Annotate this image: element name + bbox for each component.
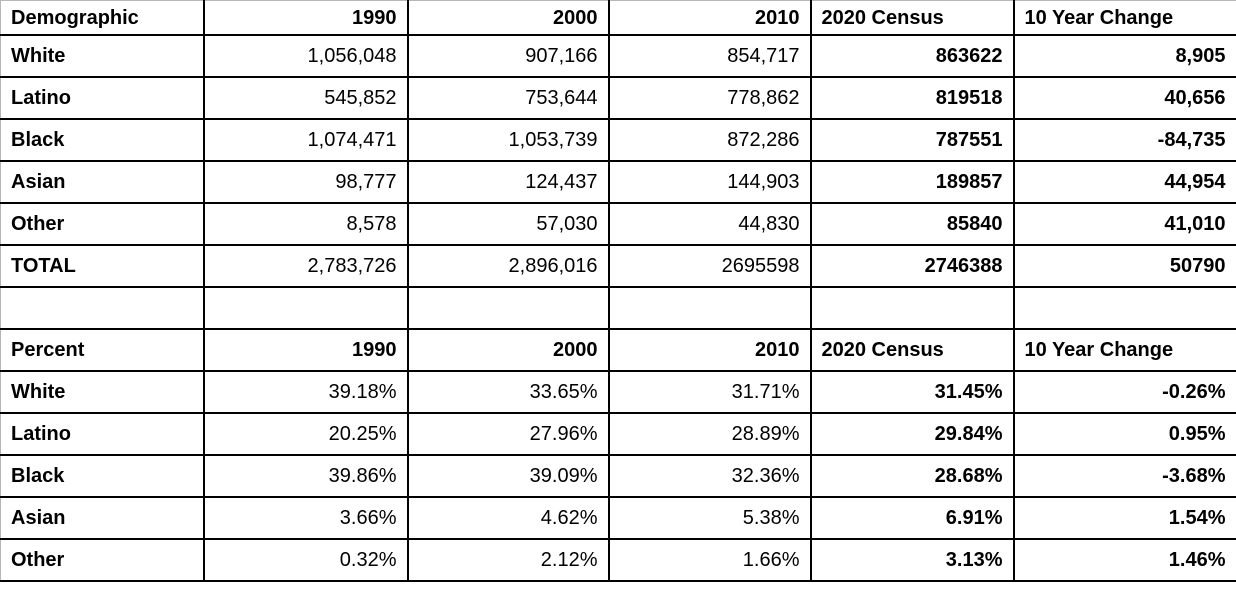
cell-2000[interactable]: 57,030	[406, 202, 610, 246]
counts-header-2010[interactable]: 2010	[607, 0, 812, 36]
cell-2000[interactable]: 124,437	[406, 160, 610, 204]
cell-2000[interactable]: 33.65%	[406, 370, 610, 414]
cell-1990[interactable]: 98,777	[202, 160, 409, 204]
cell-2010[interactable]: 5.38%	[607, 496, 812, 540]
cell-10-year-change[interactable]: 40,656	[1012, 76, 1236, 120]
row-label[interactable]: Latino	[0, 76, 205, 120]
cell-1990[interactable]: 39.18%	[202, 370, 409, 414]
percent-header-2000[interactable]: 2000	[406, 328, 610, 372]
percent-header-1990[interactable]: 1990	[202, 328, 409, 372]
counts-row-total: TOTAL 2,783,726 2,896,016 2695598 274638…	[0, 244, 1236, 288]
cell-2020-census[interactable]: 819518	[809, 76, 1015, 120]
empty-cell[interactable]	[0, 286, 205, 330]
cell-1990[interactable]: 20.25%	[202, 412, 409, 456]
percent-header-label[interactable]: Percent	[0, 328, 205, 372]
percent-row-latino: Latino 20.25% 27.96% 28.89% 29.84% 0.95%	[0, 412, 1236, 456]
row-label[interactable]: TOTAL	[0, 244, 205, 288]
cell-10-year-change[interactable]: 1.54%	[1012, 496, 1236, 540]
counts-header-row: Demographic 1990 2000 2010 2020 Census 1…	[0, 0, 1236, 36]
cell-10-year-change[interactable]: 0.95%	[1012, 412, 1236, 456]
counts-row-white: White 1,056,048 907,166 854,717 863622 8…	[0, 34, 1236, 78]
row-label[interactable]: Black	[0, 454, 205, 498]
cell-2020-census[interactable]: 29.84%	[809, 412, 1015, 456]
cell-2020-census[interactable]: 28.68%	[809, 454, 1015, 498]
cell-2010[interactable]: 854,717	[607, 34, 812, 78]
cell-2010[interactable]: 872,286	[607, 118, 812, 162]
cell-2010[interactable]: 144,903	[607, 160, 812, 204]
cell-1990[interactable]: 3.66%	[202, 496, 409, 540]
cell-2000[interactable]: 27.96%	[406, 412, 610, 456]
counts-row-latino: Latino 545,852 753,644 778,862 819518 40…	[0, 76, 1236, 120]
row-label[interactable]: Latino	[0, 412, 205, 456]
cell-2020-census[interactable]: 31.45%	[809, 370, 1015, 414]
cell-1990[interactable]: 545,852	[202, 76, 409, 120]
row-label[interactable]: Other	[0, 202, 205, 246]
percent-header-row: Percent 1990 2000 2010 2020 Census 10 Ye…	[0, 328, 1236, 372]
empty-cell[interactable]	[809, 286, 1015, 330]
cell-2020-census[interactable]: 85840	[809, 202, 1015, 246]
cell-10-year-change[interactable]: 1.46%	[1012, 538, 1236, 582]
percent-row-white: White 39.18% 33.65% 31.71% 31.45% -0.26%	[0, 370, 1236, 414]
cell-2020-census[interactable]: 863622	[809, 34, 1015, 78]
row-label[interactable]: Other	[0, 538, 205, 582]
cell-2010[interactable]: 2695598	[607, 244, 812, 288]
cell-2000[interactable]: 907,166	[406, 34, 610, 78]
cell-2010[interactable]: 32.36%	[607, 454, 812, 498]
cell-2000[interactable]: 753,644	[406, 76, 610, 120]
cell-1990[interactable]: 1,074,471	[202, 118, 409, 162]
row-label[interactable]: Asian	[0, 496, 205, 540]
cell-2020-census[interactable]: 189857	[809, 160, 1015, 204]
cell-1990[interactable]: 0.32%	[202, 538, 409, 582]
empty-cell[interactable]	[1012, 286, 1236, 330]
cell-10-year-change[interactable]: 8,905	[1012, 34, 1236, 78]
cell-10-year-change[interactable]: -3.68%	[1012, 454, 1236, 498]
counts-row-other: Other 8,578 57,030 44,830 85840 41,010	[0, 202, 1236, 246]
cell-2020-census[interactable]: 2746388	[809, 244, 1015, 288]
spacer-row	[0, 286, 1236, 330]
empty-cell[interactable]	[202, 286, 409, 330]
row-label[interactable]: White	[0, 34, 205, 78]
cell-10-year-change[interactable]: -84,735	[1012, 118, 1236, 162]
counts-header-1990[interactable]: 1990	[202, 0, 409, 36]
row-label[interactable]: White	[0, 370, 205, 414]
cell-2000[interactable]: 39.09%	[406, 454, 610, 498]
cell-2010[interactable]: 1.66%	[607, 538, 812, 582]
empty-cell[interactable]	[607, 286, 812, 330]
percent-header-2010[interactable]: 2010	[607, 328, 812, 372]
cell-2000[interactable]: 2,896,016	[406, 244, 610, 288]
percent-row-black: Black 39.86% 39.09% 32.36% 28.68% -3.68%	[0, 454, 1236, 498]
cell-1990[interactable]: 1,056,048	[202, 34, 409, 78]
cell-2010[interactable]: 778,862	[607, 76, 812, 120]
percent-header-10-year-change[interactable]: 10 Year Change	[1012, 328, 1236, 372]
cell-2000[interactable]: 1,053,739	[406, 118, 610, 162]
cell-2010[interactable]: 31.71%	[607, 370, 812, 414]
counts-header-2000[interactable]: 2000	[406, 0, 610, 36]
percent-header-2020-census[interactable]: 2020 Census	[809, 328, 1015, 372]
cell-2000[interactable]: 2.12%	[406, 538, 610, 582]
cell-10-year-change[interactable]: 50790	[1012, 244, 1236, 288]
cell-2010[interactable]: 28.89%	[607, 412, 812, 456]
cell-10-year-change[interactable]: -0.26%	[1012, 370, 1236, 414]
cell-10-year-change[interactable]: 44,954	[1012, 160, 1236, 204]
cell-10-year-change[interactable]: 41,010	[1012, 202, 1236, 246]
counts-header-10-year-change[interactable]: 10 Year Change	[1012, 0, 1236, 36]
counts-row-black: Black 1,074,471 1,053,739 872,286 787551…	[0, 118, 1236, 162]
cell-2020-census[interactable]: 6.91%	[809, 496, 1015, 540]
empty-cell[interactable]	[406, 286, 610, 330]
cell-1990[interactable]: 39.86%	[202, 454, 409, 498]
cell-2020-census[interactable]: 787551	[809, 118, 1015, 162]
row-label[interactable]: Asian	[0, 160, 205, 204]
row-label[interactable]: Black	[0, 118, 205, 162]
percent-row-asian: Asian 3.66% 4.62% 5.38% 6.91% 1.54%	[0, 496, 1236, 540]
counts-header-2020-census[interactable]: 2020 Census	[809, 0, 1015, 36]
cell-2020-census[interactable]: 3.13%	[809, 538, 1015, 582]
cell-2000[interactable]: 4.62%	[406, 496, 610, 540]
cell-1990[interactable]: 8,578	[202, 202, 409, 246]
counts-row-asian: Asian 98,777 124,437 144,903 189857 44,9…	[0, 160, 1236, 204]
cell-1990[interactable]: 2,783,726	[202, 244, 409, 288]
counts-header-demographic[interactable]: Demographic	[0, 0, 205, 36]
cell-2010[interactable]: 44,830	[607, 202, 812, 246]
percent-row-other: Other 0.32% 2.12% 1.66% 3.13% 1.46%	[0, 538, 1236, 582]
